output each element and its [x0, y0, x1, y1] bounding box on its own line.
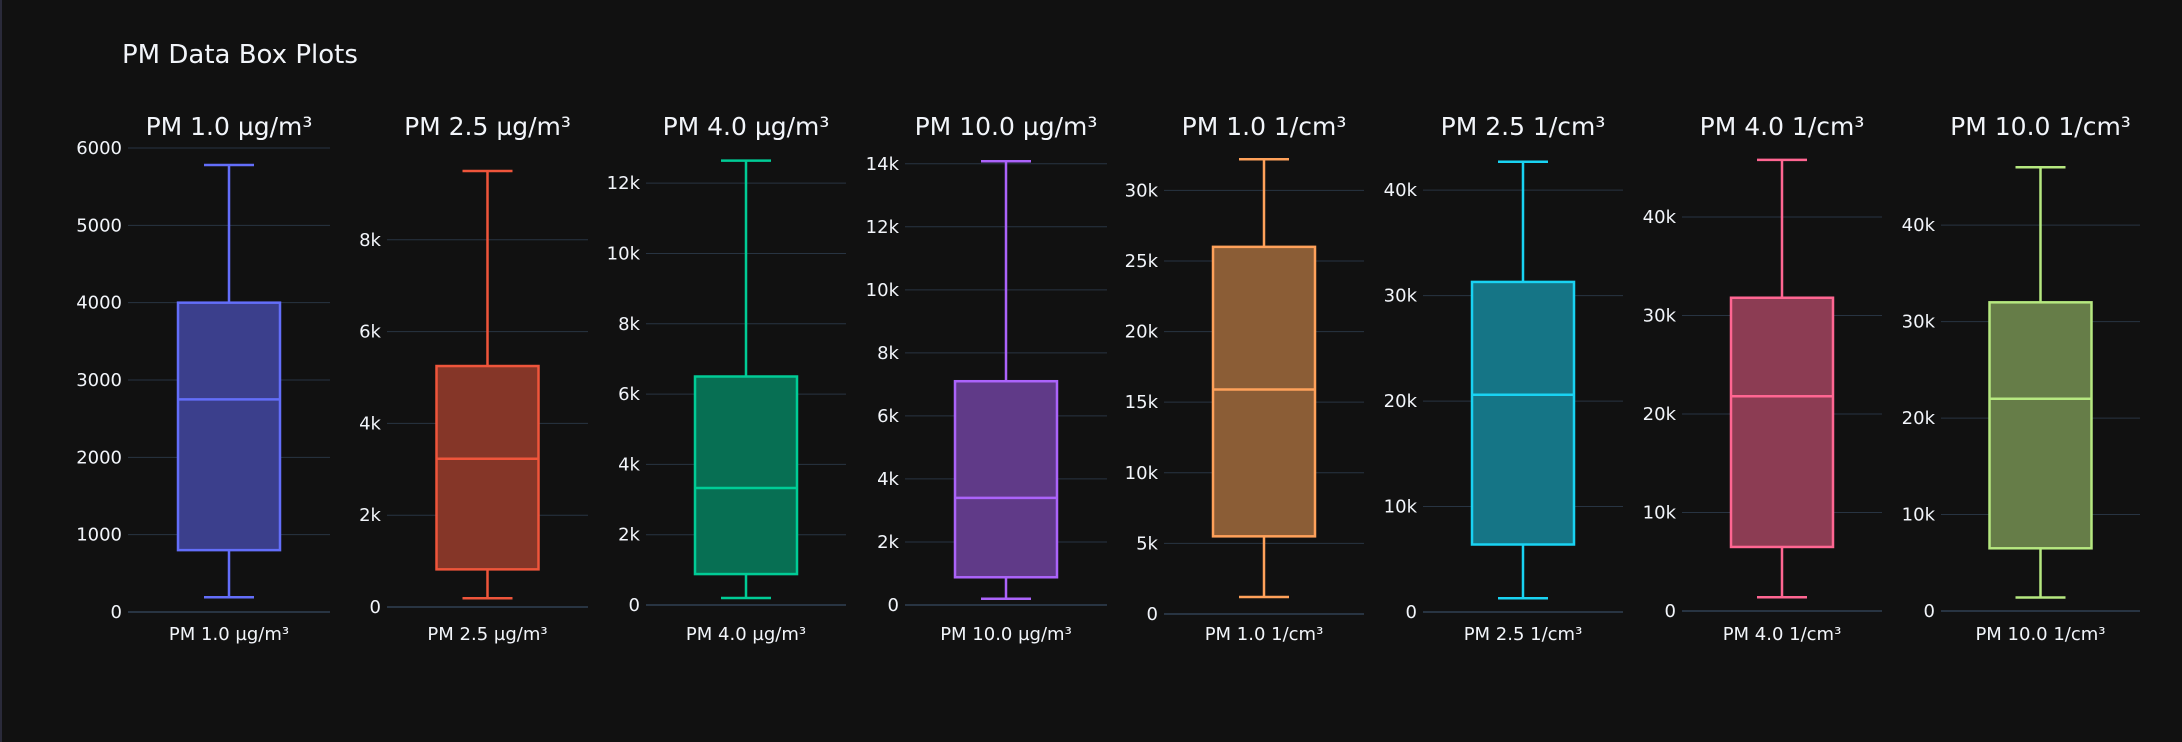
subplot-2: PM 2.5 µg/m³ 0 2k 4k 6k 8k PM 2.5 µg/m³: [359, 112, 588, 645]
y-tick-label: 0: [629, 595, 640, 616]
x-category-label: PM 10.0 µg/m³: [940, 624, 1072, 645]
x-category-label: PM 1.0 µg/m³: [169, 624, 289, 645]
subplot-3: PM 4.0 µg/m³ 0 2k 4k 6k 8k 10k 12k PM 4.0 µg/m³: [607, 112, 846, 645]
subplot-5: PM 1.0 1/cm³ 0 5k 10k 15k 20k 25k 30k PM 1.0 1/c…: [1125, 112, 1364, 645]
x-category-label: PM 2.5 1/cm³: [1464, 624, 1583, 645]
y-tick-label: 2k: [618, 525, 640, 546]
y-tick-label: 0: [1665, 601, 1676, 622]
subplot-6: PM 2.5 1/cm³ 0 10k 20k 30k 40k PM 2.5 1/cm³: [1384, 112, 1623, 645]
subplot-4: PM 10.0 µg/m³ 0 2k 4k 6k 8k 10k 12k 14k PM 10.0 µ…: [866, 112, 1107, 645]
y-tick-label: 4000: [76, 293, 122, 314]
y-tick-label: 6k: [877, 406, 899, 427]
subplot-title: PM 1.0 µg/m³: [146, 112, 313, 141]
y-tick-label: 10k: [1125, 463, 1159, 484]
y-tick-label: 6000: [76, 138, 122, 159]
y-tick-label: 10k: [1643, 502, 1677, 523]
y-tick-label: 0: [1147, 604, 1158, 625]
y-tick-label: 4k: [877, 469, 899, 490]
subplot-title: PM 10.0 1/cm³: [1950, 112, 2131, 141]
y-tick-label: 25k: [1125, 251, 1159, 272]
y-tick-label: 40k: [1902, 215, 1936, 236]
subplot-7: PM 4.0 1/cm³ 0 10k 20k 30k 40k PM 4.0 1/cm³: [1643, 112, 1882, 645]
x-category-label: PM 10.0 1/cm³: [1975, 624, 2105, 645]
x-category-label: PM 1.0 1/cm³: [1205, 624, 1324, 645]
x-category-label: PM 2.5 µg/m³: [427, 624, 547, 645]
y-tick-label: 20k: [1643, 404, 1677, 425]
y-tick-label: 12k: [866, 217, 900, 238]
left-edge-divider: [0, 0, 2, 742]
y-tick-label: 2k: [359, 505, 381, 526]
y-tick-label: 15k: [1125, 392, 1159, 413]
y-tick-label: 10k: [1384, 497, 1418, 518]
y-tick-label: 12k: [607, 173, 641, 194]
y-tick-label: 10k: [607, 243, 641, 264]
y-tick-label: 0: [111, 602, 122, 623]
y-tick-label: 0: [370, 597, 381, 618]
subplot-title: PM 4.0 1/cm³: [1700, 112, 1865, 141]
x-category-label: PM 4.0 1/cm³: [1723, 624, 1842, 645]
x-category-label: PM 4.0 µg/m³: [686, 624, 806, 645]
y-tick-label: 2000: [76, 447, 122, 468]
y-tick-label: 20k: [1384, 391, 1418, 412]
y-tick-label: 6k: [618, 384, 640, 405]
subplot-title: PM 2.5 µg/m³: [404, 112, 571, 141]
subplot-title: PM 2.5 1/cm³: [1441, 112, 1606, 141]
subplot-title: PM 4.0 µg/m³: [663, 112, 830, 141]
y-tick-label: 0: [888, 595, 899, 616]
y-tick-label: 0: [1406, 602, 1417, 623]
y-tick-label: 40k: [1384, 180, 1418, 201]
y-tick-label: 8k: [877, 343, 899, 364]
y-tick-label: 30k: [1125, 180, 1159, 201]
subplot-8: PM 10.0 1/cm³ 0 10k 20k 30k 40k PM 10.0 1/cm³: [1902, 112, 2140, 645]
y-tick-label: 5000: [76, 215, 122, 236]
y-tick-label: 40k: [1643, 207, 1677, 228]
iqr-box: [1211, 245, 1317, 538]
y-tick-label: 2k: [877, 532, 899, 553]
y-tick-label: 20k: [1125, 322, 1159, 343]
y-tick-label: 0: [1924, 601, 1935, 622]
y-tick-label: 4k: [359, 413, 381, 434]
y-tick-label: 30k: [1902, 312, 1936, 333]
y-tick-label: 20k: [1902, 408, 1936, 429]
y-tick-label: 8k: [618, 314, 640, 335]
y-tick-label: 3000: [76, 370, 122, 391]
y-tick-label: 10k: [1902, 505, 1936, 526]
y-tick-label: 30k: [1384, 286, 1418, 307]
chart-title: PM Data Box Plots: [122, 40, 358, 70]
y-tick-label: 30k: [1643, 305, 1677, 326]
subplot-1: PM 1.0 µg/m³ 0 1000 2000 3000 4000 5000 6000 PM …: [76, 112, 330, 645]
y-tick-label: 14k: [866, 154, 900, 175]
iqr-box: [1470, 280, 1576, 546]
y-tick-label: 4k: [618, 454, 640, 475]
y-tick-label: 5k: [1136, 533, 1158, 554]
iqr-box: [693, 375, 799, 576]
y-tick-label: 1000: [76, 525, 122, 546]
iqr-box: [1729, 296, 1835, 549]
subplot-title: PM 1.0 1/cm³: [1182, 112, 1347, 141]
y-tick-label: 6k: [359, 322, 381, 343]
iqr-box: [435, 364, 540, 571]
subplot-title: PM 10.0 µg/m³: [915, 112, 1098, 141]
iqr-box: [1988, 301, 2093, 550]
iqr-box: [953, 379, 1059, 579]
iqr-box: [176, 301, 282, 552]
y-tick-label: 8k: [359, 230, 381, 251]
y-tick-label: 10k: [866, 280, 900, 301]
